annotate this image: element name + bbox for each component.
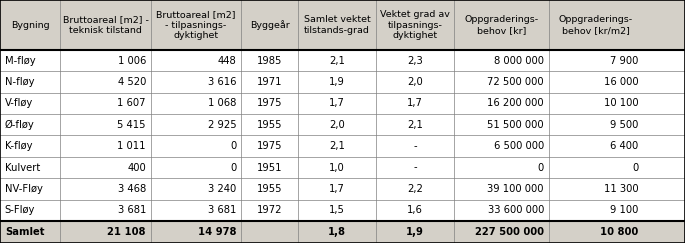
Text: 51 500 000: 51 500 000: [487, 120, 544, 130]
Text: 21 108: 21 108: [108, 227, 146, 237]
Bar: [0, 0, 685, 50]
Text: 1975: 1975: [257, 98, 282, 108]
Text: 1,8: 1,8: [328, 227, 346, 237]
Text: 10 800: 10 800: [600, 227, 638, 237]
Text: 4 520: 4 520: [118, 77, 146, 87]
Text: 1951: 1951: [257, 163, 282, 173]
Text: Oppgraderings-
behov [kr/m2]: Oppgraderings- behov [kr/m2]: [559, 15, 633, 35]
Text: 9 500: 9 500: [610, 120, 638, 130]
Text: 3 468: 3 468: [118, 184, 146, 194]
Text: Samlet: Samlet: [5, 227, 45, 237]
Text: Ø-fløy: Ø-fløy: [5, 120, 34, 130]
Bar: [0, 93, 685, 114]
Text: -: -: [413, 141, 417, 151]
Text: 1,0: 1,0: [329, 163, 345, 173]
Text: 33 600 000: 33 600 000: [488, 205, 544, 215]
Bar: [0, 136, 685, 157]
Text: 1975: 1975: [257, 141, 282, 151]
Text: 6 500 000: 6 500 000: [494, 141, 544, 151]
Text: 1955: 1955: [257, 184, 282, 194]
Text: 227 500 000: 227 500 000: [475, 227, 544, 237]
Bar: [0, 50, 685, 71]
Text: 1 011: 1 011: [117, 141, 146, 151]
Text: 9 100: 9 100: [610, 205, 638, 215]
Text: 2,0: 2,0: [329, 120, 345, 130]
Text: Bruttoareal [m2]
- tilpasnings-
dyktighet: Bruttoareal [m2] - tilpasnings- dyktighe…: [156, 10, 236, 40]
Text: 1 006: 1 006: [118, 56, 146, 66]
Bar: [0, 71, 685, 93]
Text: 7 900: 7 900: [610, 56, 638, 66]
Text: 16 000: 16 000: [603, 77, 638, 87]
Text: 1,7: 1,7: [329, 184, 345, 194]
Text: 1 068: 1 068: [208, 98, 236, 108]
Text: 14 978: 14 978: [198, 227, 236, 237]
Text: Byggeår: Byggeår: [249, 20, 290, 30]
Text: -: -: [413, 163, 417, 173]
Text: 10 100: 10 100: [603, 98, 638, 108]
Text: S-Fløy: S-Fløy: [5, 205, 35, 215]
Bar: [0, 221, 685, 243]
Text: N-fløy: N-fløy: [5, 77, 34, 87]
Text: Vektet grad av
tilpasnings-
dyktighet: Vektet grad av tilpasnings- dyktighet: [380, 10, 450, 40]
Text: Oppgraderings-
behov [kr]: Oppgraderings- behov [kr]: [464, 15, 538, 35]
Text: 2,0: 2,0: [408, 77, 423, 87]
Text: 1,7: 1,7: [329, 98, 345, 108]
Text: 2 925: 2 925: [208, 120, 236, 130]
Text: 2,3: 2,3: [408, 56, 423, 66]
Text: 1,5: 1,5: [329, 205, 345, 215]
Text: 16 200 000: 16 200 000: [487, 98, 544, 108]
Text: 400: 400: [127, 163, 146, 173]
Text: 1972: 1972: [257, 205, 282, 215]
Text: 6 400: 6 400: [610, 141, 638, 151]
Text: 0: 0: [538, 163, 544, 173]
Text: 1,7: 1,7: [407, 98, 423, 108]
Text: 0: 0: [230, 163, 236, 173]
Bar: [0, 157, 685, 178]
Text: Kulvert: Kulvert: [5, 163, 40, 173]
Text: 3 240: 3 240: [208, 184, 236, 194]
Text: 448: 448: [218, 56, 236, 66]
Text: 3 681: 3 681: [118, 205, 146, 215]
Text: 3 616: 3 616: [208, 77, 236, 87]
Text: 8 000 000: 8 000 000: [494, 56, 544, 66]
Text: 1 607: 1 607: [117, 98, 146, 108]
Text: M-fløy: M-fløy: [5, 56, 36, 66]
Bar: [0, 178, 685, 200]
Text: 2,1: 2,1: [407, 120, 423, 130]
Text: NV-Fløy: NV-Fløy: [5, 184, 42, 194]
Text: 2,1: 2,1: [329, 56, 345, 66]
Text: 1,9: 1,9: [406, 227, 424, 237]
Text: 1955: 1955: [257, 120, 282, 130]
Text: Bruttoareal [m2] -
teknisk tilstand: Bruttoareal [m2] - teknisk tilstand: [62, 15, 149, 35]
Text: 5 415: 5 415: [117, 120, 146, 130]
Text: 1,9: 1,9: [329, 77, 345, 87]
Text: Bygning: Bygning: [11, 20, 49, 29]
Text: 2,1: 2,1: [329, 141, 345, 151]
Text: 1985: 1985: [257, 56, 282, 66]
Text: K-fløy: K-fløy: [5, 141, 32, 151]
Bar: [0, 114, 685, 136]
Text: V-fløy: V-fløy: [5, 98, 33, 108]
Text: 0: 0: [230, 141, 236, 151]
Text: 3 681: 3 681: [208, 205, 236, 215]
Text: 1971: 1971: [257, 77, 282, 87]
Bar: [0, 200, 685, 221]
Text: 72 500 000: 72 500 000: [487, 77, 544, 87]
Text: 39 100 000: 39 100 000: [488, 184, 544, 194]
Text: 2,2: 2,2: [407, 184, 423, 194]
Text: 0: 0: [632, 163, 638, 173]
Text: 1,6: 1,6: [407, 205, 423, 215]
Text: 11 300: 11 300: [603, 184, 638, 194]
Text: Samlet vektet
tilstands-grad: Samlet vektet tilstands-grad: [303, 15, 371, 35]
